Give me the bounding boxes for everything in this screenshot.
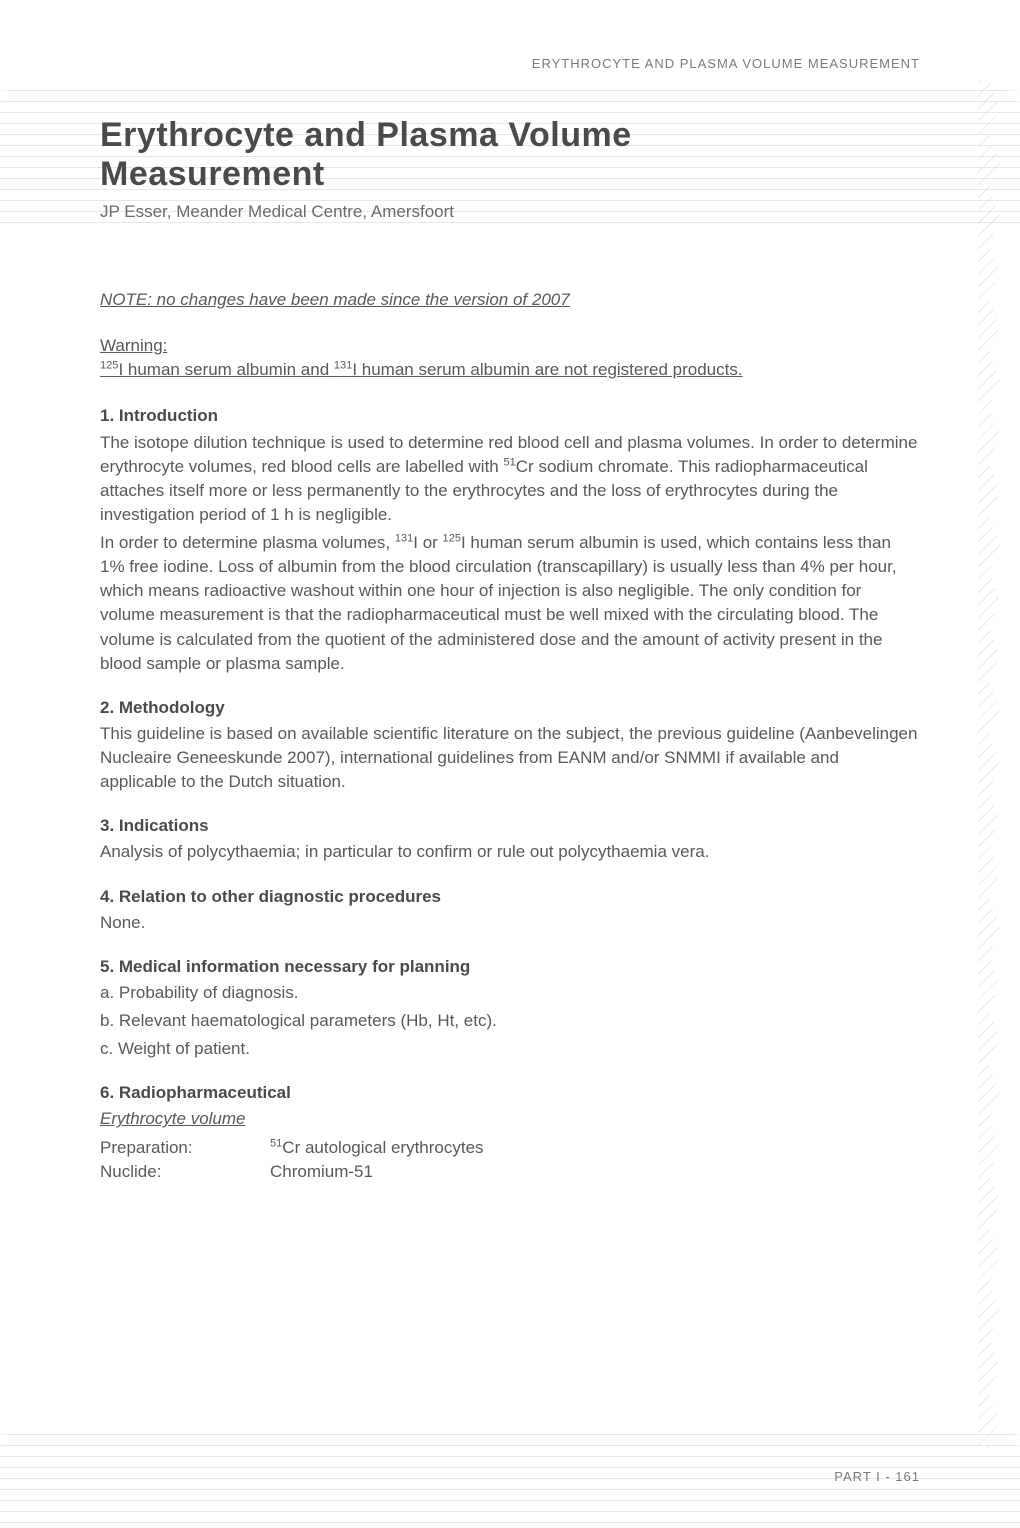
nucl-val: Chromium-51 bbox=[270, 1160, 373, 1184]
author-line: JP Esser, Meander Medical Centre, Amersf… bbox=[100, 202, 920, 222]
sup-131: 131 bbox=[334, 360, 352, 372]
sup-51b: 51 bbox=[270, 1137, 282, 1149]
title-line-2: Measurement bbox=[100, 155, 325, 193]
warning-label: Warning: bbox=[100, 334, 920, 358]
section-indications: 3. Indications Analysis of polycythaemia… bbox=[100, 814, 920, 864]
p2-mid1: I or bbox=[413, 533, 442, 552]
section-radiopharmaceutical: 6. Radiopharmaceutical Erythrocyte volum… bbox=[100, 1081, 920, 1184]
right-edge-decoration bbox=[978, 80, 1000, 1448]
prep-val: 51Cr autological erythrocytes bbox=[270, 1136, 484, 1160]
section-head-4: 4. Relation to other diagnostic procedur… bbox=[100, 885, 920, 909]
warning-post: I human serum albumin are not registered… bbox=[352, 360, 742, 379]
page-title: Erythrocyte and Plasma Volume Measuremen… bbox=[100, 116, 920, 194]
warning-text: 125I human serum albumin and 131I human … bbox=[100, 358, 920, 382]
version-note: NOTE: no changes have been made since th… bbox=[100, 288, 920, 312]
section-head-3: 3. Indications bbox=[100, 814, 920, 838]
medinfo-c: c. Weight of patient. bbox=[100, 1037, 920, 1061]
running-header: ERYTHROCYTE AND PLASMA VOLUME MEASUREMEN… bbox=[532, 56, 920, 71]
intro-para-1: The isotope dilution technique is used t… bbox=[100, 431, 920, 528]
sup-51: 51 bbox=[503, 456, 515, 468]
sup-125b: 125 bbox=[443, 532, 461, 544]
content-body: NOTE: no changes have been made since th… bbox=[100, 288, 920, 1202]
section-head-1: 1. Introduction bbox=[100, 404, 920, 428]
intro-para-2: In order to determine plasma volumes, 13… bbox=[100, 531, 920, 676]
medinfo-b: b. Relevant haematological parameters (H… bbox=[100, 1009, 920, 1033]
methodology-body: This guideline is based on available sci… bbox=[100, 722, 920, 794]
indications-body: Analysis of polycythaemia; in particular… bbox=[100, 840, 920, 864]
section-relation: 4. Relation to other diagnostic procedur… bbox=[100, 885, 920, 935]
section-head-2: 2. Methodology bbox=[100, 696, 920, 720]
page-footer: PART I - 161 bbox=[834, 1469, 920, 1484]
prep-key: Preparation: bbox=[100, 1136, 270, 1160]
section-medical-info: 5. Medical information necessary for pla… bbox=[100, 955, 920, 1062]
sup-125: 125 bbox=[100, 360, 118, 372]
title-line-1: Erythrocyte and Plasma Volume bbox=[100, 116, 632, 154]
nucl-key: Nuclide: bbox=[100, 1160, 270, 1184]
section-introduction: 1. Introduction The isotope dilution tec… bbox=[100, 404, 920, 675]
prep-val-text: Cr autological erythrocytes bbox=[282, 1138, 483, 1157]
section-methodology: 2. Methodology This guideline is based o… bbox=[100, 696, 920, 795]
relation-body: None. bbox=[100, 911, 920, 935]
sup-131b: 131 bbox=[395, 532, 413, 544]
kv-preparation: Preparation: 51Cr autological erythrocyt… bbox=[100, 1136, 920, 1160]
warning-mid1: I human serum albumin and bbox=[118, 360, 333, 379]
kv-nuclide: Nuclide: Chromium-51 bbox=[100, 1160, 920, 1184]
subhead-erythrocyte-volume: Erythrocyte volume bbox=[100, 1107, 920, 1131]
section-head-5: 5. Medical information necessary for pla… bbox=[100, 955, 920, 979]
p2-pre: In order to determine plasma volumes, bbox=[100, 533, 395, 552]
medinfo-a: a. Probability of diagnosis. bbox=[100, 981, 920, 1005]
section-head-6: 6. Radiopharmaceutical bbox=[100, 1081, 920, 1105]
title-block: Erythrocyte and Plasma Volume Measuremen… bbox=[100, 116, 920, 222]
p2-post: I human serum albumin is used, which con… bbox=[100, 533, 897, 673]
